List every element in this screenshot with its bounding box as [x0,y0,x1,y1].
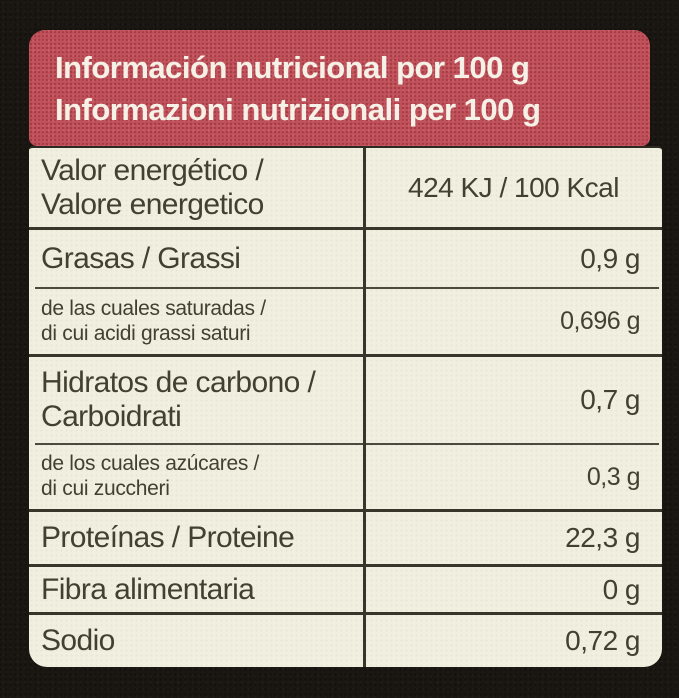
row-value: 0 g [602,573,641,605]
row-label: Fibra alimentaria [29,567,363,612]
row-label-line1: Grasas / Grassi [41,241,241,275]
row-value: 0,3 g [586,462,641,491]
row-label: Grasas / Grassi [29,230,363,287]
header-title-spanish: Información nutricional por 100 g [55,49,530,85]
row-label: Valor energético / Valore energetico [29,148,363,227]
table-row-protein: Proteínas / Proteine 22,3 g [29,512,662,567]
table-row-fiber: Fibra alimentaria 0 g [29,567,662,615]
row-label-line2: Valore energetico [41,187,264,221]
row-label-line2: di cui zuccheri [41,477,170,500]
row-value: 0,7 g [580,384,640,415]
table-row-energy: Valor energético / Valore energetico 424… [29,148,662,230]
row-value: 0,696 g [560,307,640,335]
row-label-line2: di cui acidi grassi saturi [41,321,251,345]
row-label-line1: Sodio [41,624,115,658]
table-row-saturated-fat: de las cuales saturadas / di cui acidi g… [29,289,662,357]
row-label-line2: Carboidrati [41,400,182,433]
row-label-line1: Fibra alimentaria [41,572,255,606]
row-value: 0,72 g [565,625,640,656]
row-label: Proteínas / Proteine [29,512,363,564]
thin-separator [35,287,659,289]
table-row-carbohydrates: Hidratos de carbono / Carboidrati 0,7 g [29,357,662,443]
row-label: Sodio [29,615,363,667]
row-label: de las cuales saturadas / di cui acidi g… [29,289,363,354]
row-label-line1: Valor energético / [41,153,264,187]
row-label: de los cuales azúcares / di cui zuccheri [29,445,363,509]
label-header: Información nutricional por 100 g Inform… [29,30,650,146]
row-value: 22,3 g [565,522,640,553]
row-label-line1: de las cuales saturadas / [41,296,266,320]
table-row-sugars: de los cuales azúcares / di cui zuccheri… [29,445,662,512]
row-value: 424 KJ / 100 Kcal [408,171,619,203]
table-row-fat: Grasas / Grassi 0,9 g [29,230,662,287]
row-label-line1: de los cuales azúcares / [41,452,260,476]
row-label-line1: Hidratos de carbono / [41,366,316,400]
row-label: Hidratos de carbono / Carboidrati [29,357,363,443]
header-title-italian: Informazioni nutrizionali per 100 g [55,91,541,127]
thin-separator [35,443,659,445]
row-value: 0,9 g [580,242,640,274]
row-label-line1: Proteínas / Proteine [41,521,295,555]
table-row-sodium: Sodio 0,72 g [29,615,662,667]
column-divider [363,148,366,667]
nutrition-table: Valor energético / Valore energetico 424… [29,146,662,667]
